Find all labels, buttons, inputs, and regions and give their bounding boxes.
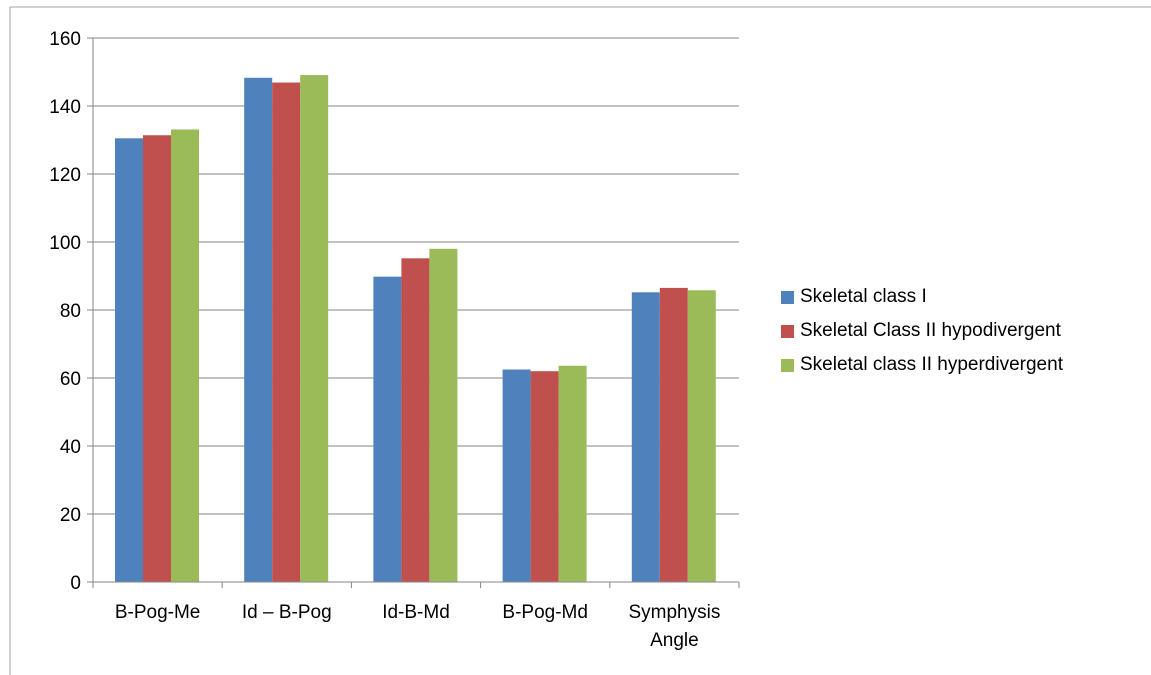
y-tick-label: 120 (49, 165, 81, 186)
y-tick-label: 80 (60, 301, 81, 322)
bar-series-1-cat-1 (115, 138, 143, 583)
y-tick-labels: 0 20 40 60 80 100 120 140 160 (49, 29, 81, 594)
x-tick-label: Symphysis Angle (628, 602, 720, 651)
axes (92, 38, 740, 588)
y-tick-label: 40 (60, 437, 81, 458)
bar-series-1-cat-5 (631, 292, 660, 582)
x-tick-labels: B-Pog-Me Id – B-Pog Id-B-Md B-Pog-Md Symphys… (115, 602, 720, 651)
legend-swatch-series-3 (781, 358, 794, 372)
y-tick-label: 140 (49, 97, 81, 118)
y-tick-label: 0 (70, 573, 81, 594)
y-tick-label: 60 (60, 369, 81, 390)
legend-label-series-3: Skeletal class II hyperdivergent (800, 354, 1063, 375)
bar-series-1-cat-2 (244, 77, 273, 582)
bar-series-2-cat-1 (143, 135, 171, 583)
bar-series-2-cat-4 (530, 371, 559, 582)
bar-series-3-cat-3 (429, 248, 458, 583)
legend-item-series-1: Skeletal class I (781, 280, 1063, 314)
x-tick-label: B-Pog-Me (115, 602, 201, 623)
legend-item-series-3: Skeletal class II hyperdivergent (781, 348, 1063, 382)
legend-swatch-series-2 (781, 324, 794, 338)
legend-label-series-2: Skeletal Class II hypodivergent (800, 320, 1061, 341)
bar-series-2-cat-2 (272, 82, 301, 582)
legend-item-series-2: Skeletal Class II hypodivergent (781, 314, 1063, 348)
y-tick-label: 160 (49, 29, 81, 50)
bar-series-2-cat-5 (659, 287, 688, 582)
bar-series-3-cat-4 (558, 365, 587, 582)
bars (115, 75, 716, 583)
x-tick-label: Id-B-Md (382, 602, 450, 623)
y-tick-label: 100 (49, 233, 81, 254)
bar-series-3-cat-5 (687, 290, 716, 582)
bar-series-3-cat-1 (171, 129, 199, 582)
bar-series-1-cat-4 (502, 369, 531, 582)
bar-series-1-cat-3 (373, 276, 402, 582)
bar-series-2-cat-3 (401, 258, 430, 582)
y-tick-label: 20 (60, 505, 81, 526)
x-tick-label: B-Pog-Md (502, 602, 588, 623)
legend-label-series-1: Skeletal class I (800, 286, 927, 307)
legend: Skeletal class I Skeletal Class II hypod… (781, 280, 1063, 382)
x-tick-label: Id – B-Pog (242, 602, 332, 623)
legend-swatch-series-1 (781, 290, 794, 304)
bar-series-3-cat-2 (300, 75, 329, 582)
